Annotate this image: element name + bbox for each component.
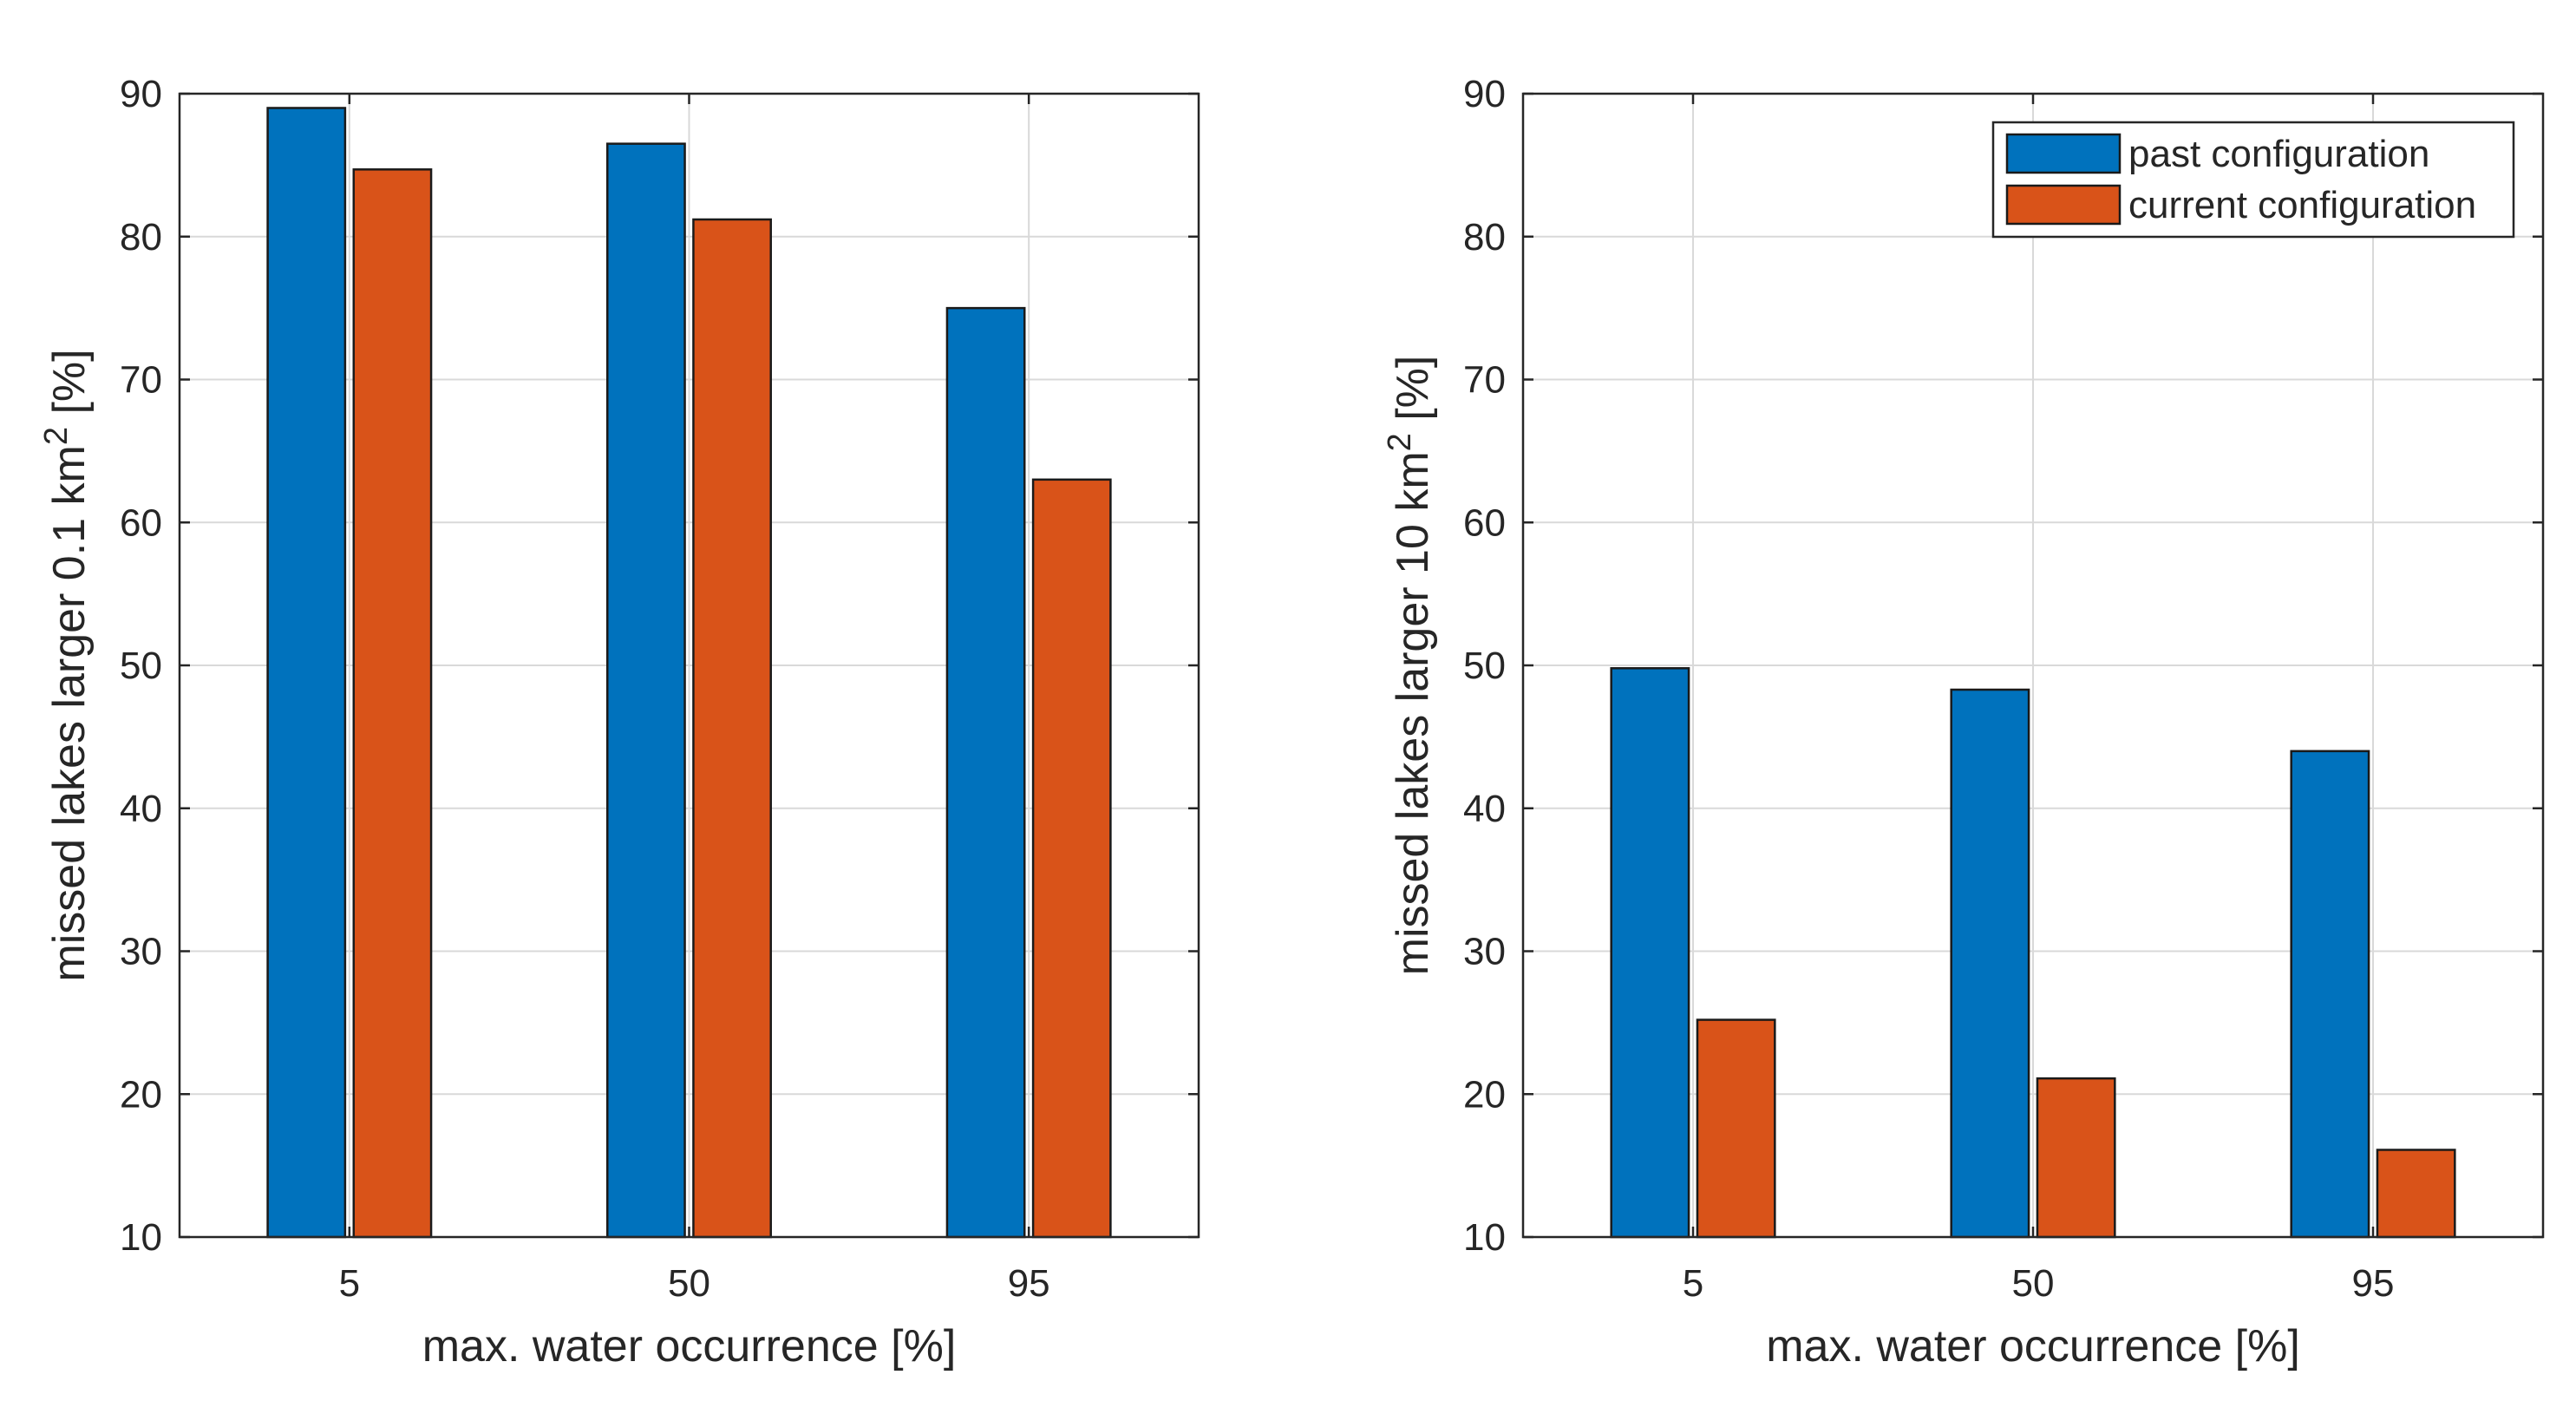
x-tick-label: 95: [2352, 1262, 2395, 1305]
x-tick-label: 50: [2012, 1262, 2055, 1305]
legend-label-current: current configuration: [2128, 184, 2476, 226]
y-tick-label: 90: [1463, 73, 1506, 115]
x-axis-label: max. water occurrence [%]: [1766, 1321, 2300, 1372]
legend-swatch-past: [2007, 134, 2120, 173]
y-tick-label: 10: [120, 1216, 162, 1259]
y-tick-label: 60: [1463, 501, 1506, 544]
y-axis-label-superscript: 2: [38, 427, 75, 445]
y-axis-label-text: missed lakes larger 0.1 km: [44, 445, 95, 981]
bar-past-50: [607, 144, 684, 1237]
y-axis-label: missed lakes larger 0.1 km2 [%]: [38, 349, 95, 981]
y-tick-label: 20: [1463, 1073, 1506, 1116]
bar-current-95: [2377, 1150, 2455, 1237]
legend-swatch-current: [2007, 186, 2120, 224]
legend-label-past: past configuration: [2128, 133, 2429, 175]
y-axis-label-unit: [%]: [1388, 356, 1438, 434]
y-tick-label: 40: [1463, 788, 1506, 830]
y-axis-label-superscript: 2: [1382, 433, 1418, 451]
bar-current-95: [1033, 480, 1110, 1237]
legend: past configuration current configuration: [1993, 122, 2514, 237]
y-tick-label: 30: [120, 931, 162, 973]
y-tick-label: 80: [120, 216, 162, 259]
y-axis-label-text: missed lakes larger 10 km: [1388, 451, 1438, 975]
y-tick-label: 50: [1463, 645, 1506, 687]
bar-past-5: [268, 108, 345, 1237]
y-tick-label: 40: [120, 788, 162, 830]
x-tick-label: 5: [339, 1262, 360, 1305]
bar-current-5: [354, 169, 431, 1237]
chart-panel-2: 10 20 30 40 50 60 70 80 90 5 50 95 max. water occurr…: [1382, 73, 2543, 1372]
figure: 10 20 30 40 50 60 70 80 90 5 50 95 max. water occurr…: [0, 0, 2576, 1401]
y-tick-label: 70: [1463, 359, 1506, 402]
y-tick-label: 30: [1463, 931, 1506, 973]
x-tick-label: 50: [668, 1262, 710, 1305]
bar-past-95: [2292, 751, 2369, 1237]
x-tick-label: 5: [1683, 1262, 1703, 1305]
y-tick-label: 80: [1463, 216, 1506, 259]
bar-past-5: [1612, 668, 1689, 1237]
y-tick-label: 50: [120, 645, 162, 687]
x-axis-label: max. water occurrence [%]: [422, 1321, 957, 1372]
x-tick-label: 95: [1008, 1262, 1050, 1305]
bar-past-50: [1952, 690, 2029, 1237]
y-tick-label: 10: [1463, 1216, 1506, 1259]
y-tick-label: 90: [120, 73, 162, 115]
y-tick-label: 70: [120, 359, 162, 402]
y-axis-label-unit: [%]: [44, 349, 95, 427]
bar-current-50: [693, 219, 770, 1237]
bar-current-50: [2037, 1078, 2115, 1237]
bar-current-5: [1697, 1020, 1775, 1237]
y-tick-label: 20: [120, 1073, 162, 1116]
chart-panel-1: 10 20 30 40 50 60 70 80 90 5 50 95 max. water occurr…: [38, 73, 1199, 1372]
y-axis-label: missed lakes larger 10 km2 [%]: [1382, 356, 1438, 976]
y-tick-label: 60: [120, 501, 162, 544]
bar-past-95: [947, 308, 1024, 1237]
